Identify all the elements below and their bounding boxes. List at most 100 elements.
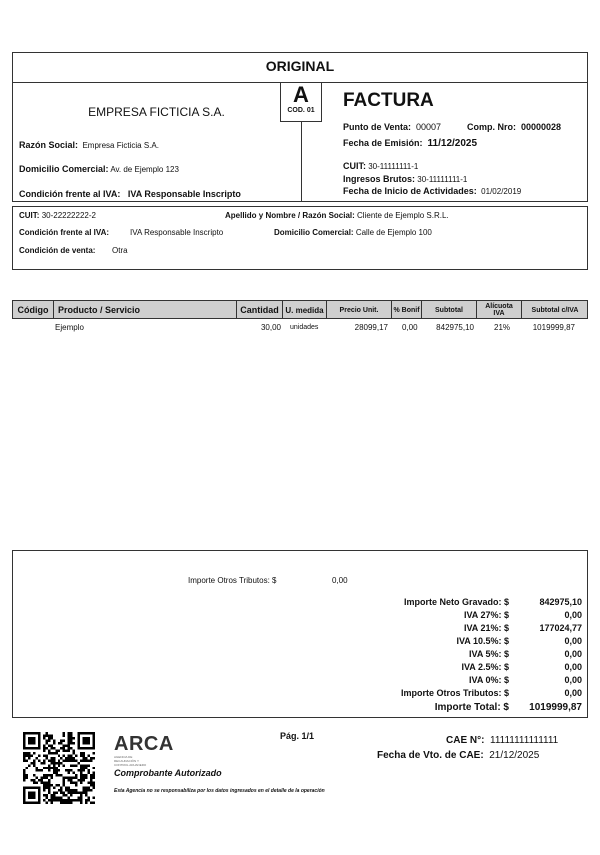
- value: IVA Responsable Inscripto: [127, 189, 241, 199]
- value: Calle de Ejemplo 100: [355, 228, 432, 237]
- col-subtotal-iva: Subtotal c/IVA: [521, 301, 588, 319]
- totals-box: [12, 550, 588, 718]
- cell-precio: 28099,17: [354, 323, 388, 332]
- total-line-value: 0,00: [564, 649, 582, 659]
- items-table-header: Código Producto / Servicio Cantidad U. m…: [12, 300, 588, 319]
- otros-tributos-label: Importe Otros Tributos: $: [188, 576, 277, 585]
- total-line-value: 0,00: [564, 610, 582, 620]
- total-line-label: IVA 10.5%: $: [456, 636, 509, 646]
- cae-vto: Fecha de Vto. de CAE: 21/12/2025: [377, 750, 539, 761]
- value: 11/12/2025: [427, 138, 478, 149]
- arca-logo: ARCA: [114, 733, 174, 755]
- cell-subtotal: 842975,10: [436, 323, 474, 332]
- divider: [301, 122, 302, 202]
- total-line-label: IVA 2.5%: $: [461, 662, 509, 672]
- comprobante-autorizado: Comprobante Autorizado: [114, 768, 222, 778]
- cell-subtotal-iva: 1019999,87: [532, 323, 575, 332]
- cell-unidad: unidades: [290, 324, 319, 331]
- issuer-razon: Razón Social: Empresa Ficticia S.A.: [19, 140, 159, 150]
- letter-box: A COD. 01: [280, 82, 322, 122]
- col-subtotal: Subtotal: [421, 301, 476, 319]
- total-line-label: IVA 27%: $: [463, 610, 509, 620]
- invoice-code: COD. 01: [287, 107, 315, 114]
- label: Fecha de Inicio de Actividades:: [343, 186, 477, 196]
- table-row: Ejemplo 30,00 unidades 28099,17 0,00 842…: [12, 323, 588, 335]
- total-line-value: 842975,10: [539, 597, 582, 607]
- total-line-label: IVA 0%: $: [468, 675, 509, 685]
- cell-bonif: 0,00: [402, 323, 418, 332]
- total-line-label: Importe Otros Tributos: $: [400, 688, 509, 698]
- total-line-value: 177024,77: [539, 623, 582, 633]
- total-line-label: Importe Neto Gravado: $: [403, 597, 509, 607]
- fecha-emision: Fecha de Emisión: 11/12/2025: [343, 138, 477, 149]
- inicio-actividades: Fecha de Inicio de Actividades: 01/02/20…: [343, 186, 521, 196]
- page-number: Pág. 1/1: [280, 731, 315, 741]
- label: Punto de Venta:: [343, 122, 412, 132]
- issuer-box: [12, 52, 588, 202]
- value: 11111111111111: [490, 735, 559, 746]
- value: 30-11111111-1: [417, 175, 468, 184]
- invoice-letter: A: [293, 82, 309, 107]
- value: 30-11111111-1: [368, 162, 419, 171]
- label: CUIT:: [19, 211, 40, 220]
- issuer-cuit: CUIT: 30-11111111-1: [343, 161, 418, 171]
- label: Razón Social:: [19, 140, 79, 150]
- cell-alicuota: 21%: [494, 323, 511, 332]
- value: 00000028: [521, 122, 562, 132]
- ingresos-brutos: Ingresos Brutos: 30-11111111-1: [343, 174, 467, 184]
- value: 01/02/2019: [481, 187, 522, 196]
- label: Ingresos Brutos:: [343, 174, 416, 184]
- total-line-value: 0,00: [564, 662, 582, 672]
- value: Cliente de Ejemplo S.R.L.: [357, 211, 449, 220]
- cell-cantidad: 30,00: [260, 323, 281, 332]
- total-line-label: IVA 5%: $: [468, 649, 509, 659]
- label: Domicilio Comercial:: [19, 164, 109, 174]
- total-value: 1019999,87: [529, 702, 582, 713]
- arca-logo-sub: AGENCIA DE RECAUDACIÓN Y CONTROL ADUANER…: [114, 755, 147, 767]
- punto-venta: Punto de Venta: 00007: [343, 122, 441, 132]
- col-codigo: Código: [17, 304, 49, 315]
- col-precio: Precio Unit.: [326, 301, 391, 319]
- label: CAE N°:: [446, 735, 485, 746]
- label: CUIT:: [343, 161, 366, 171]
- disclaimer: Esta Agencia no se responsabiliza por lo…: [114, 788, 325, 794]
- value: Otra: [112, 246, 128, 255]
- total-line-label: IVA 21%: $: [463, 623, 509, 633]
- client-cuit: CUIT: 30-22222222-2: [19, 211, 96, 220]
- cell-producto: Ejemplo: [55, 323, 84, 332]
- label: Condición frente al IVA:: [19, 189, 121, 199]
- issuer-name: EMPRESA FICTICIA S.A.: [88, 105, 225, 119]
- col-producto: Producto / Servicio: [53, 301, 236, 319]
- comp-nro: Comp. Nro: 00000028: [467, 122, 561, 132]
- col-alicuota: Alícuota IVA: [476, 301, 521, 319]
- label: Fecha de Vto. de CAE:: [377, 750, 484, 761]
- value: Av. de Ejemplo 123: [110, 165, 179, 174]
- issuer-domicilio: Domicilio Comercial: Av. de Ejemplo 123: [19, 164, 179, 174]
- otros-tributos-value: 0,00: [332, 576, 348, 585]
- label: Apellido y Nombre / Razón Social:: [225, 211, 355, 220]
- value: Empresa Ficticia S.A.: [82, 141, 159, 150]
- issuer-iva: Condición frente al IVA: IVA Responsable…: [19, 189, 241, 199]
- client-domicilio: Domicilio Comercial: Calle de Ejemplo 10…: [274, 228, 432, 237]
- client-venta: Condición de venta: Otra: [19, 246, 128, 255]
- client-iva: Condición frente al IVA: IVA Responsable …: [19, 228, 223, 237]
- invoice-title: FACTURA: [343, 90, 434, 111]
- label: Condición frente al IVA:: [19, 228, 110, 237]
- value: IVA Responsable Inscripto: [130, 228, 224, 237]
- col-cantidad: Cantidad: [236, 301, 282, 319]
- total-line-value: 0,00: [564, 688, 582, 698]
- col-bonif: % Bonif: [391, 301, 421, 319]
- value: 00007: [416, 122, 442, 132]
- total-line-value: 0,00: [564, 636, 582, 646]
- label: Condición de venta:: [19, 246, 96, 255]
- label: Fecha de Emisión:: [343, 138, 423, 148]
- client-box: [12, 206, 588, 270]
- copy-label: ORIGINAL: [265, 58, 335, 74]
- value: 21/12/2025: [489, 750, 540, 761]
- qr-code: [23, 732, 95, 804]
- total-line-value: 0,00: [564, 675, 582, 685]
- label: Comp. Nro:: [467, 122, 516, 132]
- col-unidad: U. medida: [282, 301, 326, 319]
- label: Domicilio Comercial:: [274, 228, 354, 237]
- cae-number: CAE N°: 11111111111111: [446, 735, 558, 746]
